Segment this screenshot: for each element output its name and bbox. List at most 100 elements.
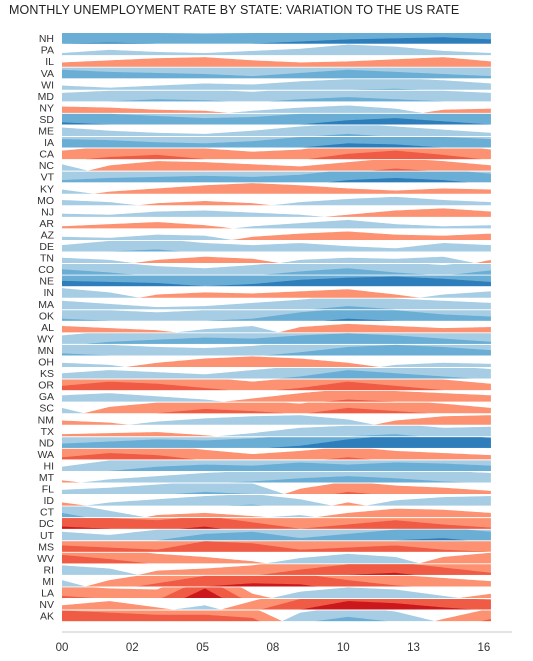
horizon-row-wy: WY: [37, 333, 491, 345]
x-axis-ticks: 00 02 05 08 10 13 16: [56, 642, 491, 654]
below-us-band-2: [62, 333, 491, 344]
above-us-band-1: [62, 201, 491, 206]
below-us-band-2: [62, 434, 491, 437]
horizon-row-ks: KS: [40, 367, 491, 380]
state-label: NV: [39, 599, 54, 611]
chart-title: MONTHLY UNEMPLOYMENT RATE BY STATE: VARI…: [9, 3, 460, 17]
above-us-band-2: [62, 564, 491, 575]
horizon-row-in: IN: [44, 287, 491, 299]
below-us-band-2: [62, 370, 491, 379]
state-label: IL: [45, 56, 54, 68]
below-us-band-1: [62, 105, 491, 113]
above-us-band-1: [62, 183, 491, 194]
above-us-band-1: [62, 508, 491, 518]
below-us-band-1: [62, 256, 491, 264]
state-label: KS: [40, 368, 54, 380]
above-us-band-2: [62, 453, 491, 460]
above-us-band-3: [62, 572, 491, 575]
horizon-row-ri: RI: [44, 564, 491, 576]
above-us-band-1: [62, 57, 491, 67]
above-us-band-1: [62, 483, 491, 495]
below-us-band-3: [62, 118, 491, 125]
state-label: NY: [39, 102, 54, 114]
above-us-band-1: [62, 356, 491, 367]
horizon-row-tn: TN: [40, 253, 491, 265]
horizon-row-ne: NE: [39, 275, 491, 288]
horizon-row-wi: WI: [41, 79, 491, 91]
state-label: PA: [41, 45, 54, 57]
state-label: NE: [39, 276, 54, 288]
below-us-band-1: [62, 210, 491, 217]
below-us-band-1: [62, 298, 491, 310]
above-us-band-2: [62, 518, 491, 529]
state-label: MN: [38, 345, 54, 357]
horizon-row-nd: ND: [39, 437, 491, 449]
x-tick-label: 05: [196, 642, 209, 654]
above-us-band-1: [62, 402, 491, 414]
state-label: SD: [39, 114, 54, 126]
state-label: OR: [38, 380, 54, 392]
above-us-band-1: [62, 222, 491, 229]
horizon-row-mt: MT: [39, 471, 491, 484]
horizon-row-id: ID: [44, 495, 491, 507]
state-label: IN: [44, 287, 55, 299]
horizon-row-ky: KY: [40, 183, 491, 195]
above-us-band-1: [62, 208, 491, 217]
below-us-band-3: [62, 437, 491, 448]
above-us-band-1: [62, 323, 491, 333]
state-label: OK: [39, 310, 54, 322]
state-label: ND: [39, 437, 55, 449]
above-us-band-1: [62, 289, 491, 298]
state-label: VA: [41, 68, 54, 80]
state-label: TN: [40, 253, 54, 265]
state-label: MA: [38, 299, 54, 311]
below-us-band-2: [62, 344, 491, 356]
state-label: WV: [37, 553, 54, 565]
state-label: WA: [37, 449, 54, 461]
above-us-band-1: [62, 256, 491, 264]
above-us-band-1: [62, 552, 491, 564]
state-label: WI: [41, 79, 54, 91]
below-us-band-2: [62, 310, 491, 321]
horizon-row-il: IL: [45, 56, 491, 68]
below-us-band-1: [62, 425, 491, 437]
x-tick-label: 02: [126, 642, 139, 654]
below-us-band-2: [62, 69, 491, 79]
x-tick-label: 00: [56, 642, 69, 654]
state-label: GA: [39, 391, 54, 403]
below-us-band-1: [62, 565, 491, 575]
horizon-row-ca: CA: [39, 148, 491, 161]
state-label: AL: [41, 322, 54, 334]
state-label: MO: [37, 195, 54, 207]
above-us-band-3: [62, 601, 491, 610]
state-label: DE: [39, 241, 54, 253]
below-us-band-2: [62, 249, 491, 252]
above-us-band-1: [62, 106, 491, 113]
below-us-band-2: [62, 462, 491, 471]
horizon-row-dc: DC: [39, 518, 491, 530]
horizon-row-pa: PA: [41, 44, 491, 57]
below-us-band-1: [62, 362, 491, 367]
above-us-band-2: [62, 587, 491, 598]
below-us-band-3: [62, 538, 491, 541]
above-us-band-2: [62, 575, 491, 587]
horizon-row-nj: NJ: [41, 206, 491, 218]
horizon-row-ar: AR: [39, 218, 491, 230]
below-us-band-1: [62, 483, 491, 495]
below-us-band-3: [62, 276, 491, 287]
below-us-band-2: [62, 97, 491, 102]
below-us-band-1: [62, 44, 491, 56]
above-us-band-1: [62, 160, 491, 171]
above-us-band-2: [62, 541, 491, 552]
horizon-row-nh: NH: [39, 33, 491, 45]
below-us-band-1: [62, 506, 491, 518]
below-us-band-1: [62, 234, 491, 240]
below-us-band-1: [62, 125, 491, 136]
horizon-row-wv: WV: [37, 552, 491, 565]
above-us-band-1: [62, 432, 491, 437]
state-label: KY: [40, 183, 54, 195]
horizon-row-oh: OH: [38, 356, 491, 369]
horizon-row-nm: NM: [38, 414, 491, 426]
state-label: NJ: [41, 206, 54, 218]
